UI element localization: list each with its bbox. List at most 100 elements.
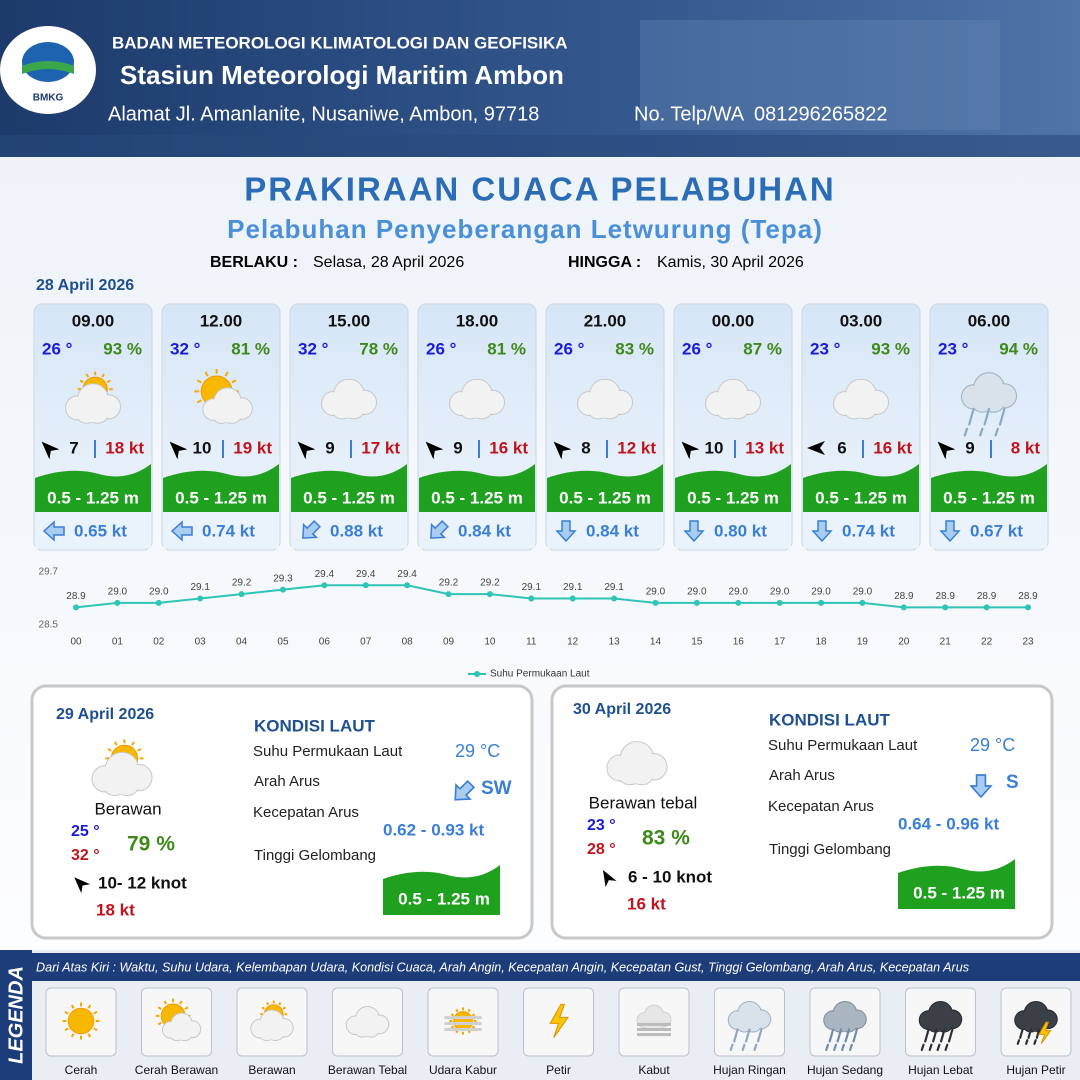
forecast-time: 21.00 bbox=[584, 311, 627, 330]
cloud bbox=[1027, 1014, 1045, 1032]
sun bbox=[67, 1007, 95, 1035]
x-tick-label: 10 bbox=[484, 637, 496, 648]
current-speed-label: Kecepatan Arus bbox=[768, 798, 874, 815]
wave-height: 0.5 - 1.25 m bbox=[398, 889, 490, 908]
gust-speed: 19 kt bbox=[233, 438, 272, 457]
valid-from: Selasa, 28 April 2026 bbox=[313, 254, 464, 271]
point bbox=[362, 582, 369, 589]
value-label: 29.0 bbox=[149, 587, 169, 598]
humidity: 83 % bbox=[642, 827, 690, 850]
temp-min: 23 ° bbox=[587, 817, 616, 834]
rain-drop bbox=[1027, 1028, 1033, 1039]
sun-ray bbox=[64, 1010, 69, 1015]
sun-ray bbox=[184, 1006, 189, 1010]
current-speed: 0.84 kt bbox=[458, 521, 511, 540]
point bbox=[693, 599, 700, 606]
cloud bbox=[932, 1014, 949, 1032]
forecast-time: 03.00 bbox=[840, 311, 883, 330]
value-label: 29.2 bbox=[480, 578, 500, 589]
sst: 29 °C bbox=[970, 735, 1015, 755]
sun-ray bbox=[70, 1004, 75, 1009]
value-label: 29.1 bbox=[563, 582, 583, 593]
point bbox=[486, 591, 493, 598]
legend-item: Hujan Petir bbox=[1006, 1063, 1065, 1077]
value-label: 29.0 bbox=[853, 587, 873, 598]
current-speed: 0.62 - 0.93 kt bbox=[383, 820, 484, 839]
humidity: 78 % bbox=[359, 339, 398, 358]
valid-from-label: BERLAKU : bbox=[210, 254, 298, 271]
x-tick-label: 20 bbox=[898, 637, 910, 648]
current-speed: 0.67 kt bbox=[970, 521, 1023, 540]
sun-ray bbox=[93, 1027, 98, 1032]
air-temperature: 23 ° bbox=[810, 339, 841, 358]
cloud bbox=[173, 1024, 190, 1040]
wind-arrow bbox=[169, 441, 188, 460]
valid-to-label: HINGGA : bbox=[568, 254, 641, 271]
value-label: 29.1 bbox=[522, 582, 542, 593]
point bbox=[279, 586, 286, 593]
rain-drop bbox=[979, 427, 984, 437]
rain-drop bbox=[1016, 1039, 1021, 1045]
rain-drop bbox=[852, 1028, 859, 1043]
sst: 29 °C bbox=[455, 741, 500, 761]
rain-drop bbox=[947, 1028, 954, 1043]
rain-drop bbox=[983, 407, 991, 426]
value-label: 29.0 bbox=[646, 587, 666, 598]
wind-arrow bbox=[41, 441, 60, 460]
gust-speed: 16 kt bbox=[873, 438, 912, 457]
value-label: 28.9 bbox=[66, 591, 86, 602]
valid-to: Kamis, 30 April 2026 bbox=[657, 254, 804, 271]
wave-area bbox=[675, 464, 791, 512]
lightning bbox=[549, 1003, 569, 1038]
current-speed: 0.88 kt bbox=[330, 521, 383, 540]
rain-drop bbox=[1033, 1039, 1037, 1045]
point bbox=[155, 599, 162, 606]
wind-arrow bbox=[937, 441, 956, 460]
point bbox=[611, 595, 618, 602]
value-label: 29.0 bbox=[108, 587, 128, 598]
rain-drop bbox=[733, 1028, 739, 1043]
point bbox=[404, 582, 411, 589]
rain-drop bbox=[729, 1043, 734, 1052]
x-tick-label: 19 bbox=[857, 637, 869, 648]
rain-drop bbox=[1035, 1028, 1041, 1039]
weather-icon bbox=[918, 1000, 963, 1052]
current-dir-label: Arah Arus bbox=[254, 773, 320, 790]
sun-ray bbox=[70, 1033, 75, 1038]
header-decoration bbox=[640, 20, 1000, 130]
current-arrow bbox=[454, 779, 476, 801]
legend-item: Udara Kabur bbox=[429, 1063, 497, 1077]
rain-drop bbox=[968, 407, 975, 426]
legend-item: Berawan bbox=[248, 1063, 295, 1077]
current-arrow bbox=[969, 774, 993, 799]
sun-ray bbox=[224, 371, 229, 377]
current-arrow bbox=[811, 520, 833, 543]
value-label: 29.0 bbox=[729, 587, 749, 598]
sun-ray bbox=[157, 1021, 162, 1026]
wave-height: 0.5 - 1.25 m bbox=[303, 488, 395, 507]
x-tick-label: 18 bbox=[815, 637, 827, 648]
wave-area bbox=[35, 464, 151, 512]
sst-label: Suhu Permukaan Laut bbox=[253, 743, 403, 760]
x-tick-label: 22 bbox=[981, 637, 993, 648]
cloud bbox=[82, 400, 104, 423]
legend-item: Hujan Ringan bbox=[713, 1063, 786, 1077]
x-tick-label: 21 bbox=[940, 637, 952, 648]
sun-ray bbox=[157, 1006, 162, 1010]
rain-drop bbox=[833, 1043, 838, 1052]
weather-icon bbox=[606, 741, 668, 786]
humidity: 93 % bbox=[103, 339, 142, 358]
rain-drop bbox=[932, 1028, 938, 1043]
legend-item: Hujan Sedang bbox=[807, 1063, 883, 1077]
wave-label: Tinggi Gelombang bbox=[769, 841, 891, 858]
wave-area bbox=[163, 464, 279, 512]
weather-icon bbox=[321, 378, 377, 420]
gust: 16 kt bbox=[627, 894, 666, 913]
value-label: 28.9 bbox=[1018, 591, 1038, 602]
weather-icon bbox=[62, 1002, 100, 1040]
weather-icon bbox=[549, 1003, 569, 1038]
x-tick-label: 23 bbox=[1022, 637, 1034, 648]
x-tick-label: 11 bbox=[526, 637, 537, 648]
point bbox=[528, 595, 535, 602]
value-label: 28.9 bbox=[977, 591, 997, 602]
